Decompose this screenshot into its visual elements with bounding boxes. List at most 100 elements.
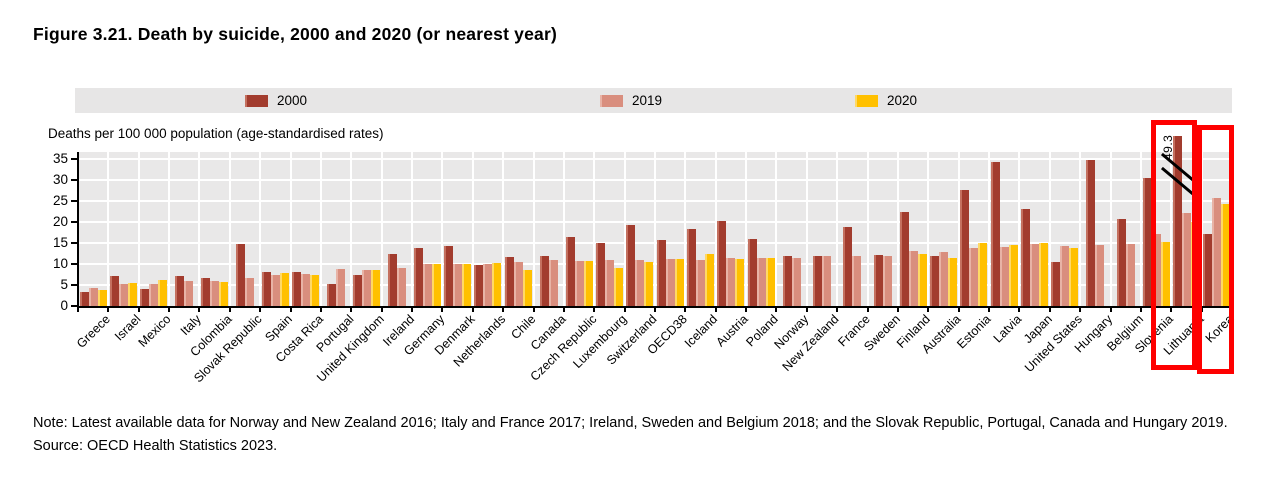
bar-costa-rica-2020 <box>310 275 320 306</box>
bar-austria-2000 <box>717 221 727 306</box>
x-tick-27 <box>896 306 899 312</box>
bar-colombia-2000 <box>201 277 211 306</box>
x-tick-35 <box>1139 306 1142 312</box>
y-tick-label-25: 25 <box>52 193 68 208</box>
bar-slovenia-2019 <box>1151 234 1161 306</box>
bar-ireland-2019 <box>396 267 406 306</box>
highlight-box-korea <box>1197 125 1234 374</box>
bar-portugal-2019 <box>336 269 346 306</box>
note-text: Note: Latest available data for Norway a… <box>33 415 1228 431</box>
x-tick-31 <box>1018 306 1021 312</box>
bar-united-kingdom-2020 <box>371 270 380 306</box>
bar-italy-2000 <box>175 276 185 306</box>
x-tick-12 <box>441 306 444 312</box>
x-tick-4 <box>198 306 201 312</box>
bar-spain-2020 <box>279 273 289 306</box>
bar-switzerland-2019 <box>635 259 645 306</box>
bar-united-kingdom-2000 <box>353 274 362 306</box>
bar-oecd38-2000 <box>656 239 666 306</box>
x-label-austria: Austria <box>713 312 751 350</box>
bar-iceland-2019 <box>696 260 706 306</box>
bar-spain-2000 <box>261 271 271 306</box>
bar-poland-2020 <box>765 258 775 306</box>
gridline-v-1 <box>107 152 110 306</box>
x-label-iceland: Iceland <box>682 312 721 351</box>
gridline-v-23 <box>775 152 778 306</box>
bar-france-2019 <box>852 256 862 306</box>
bar-chile-2020 <box>522 269 532 306</box>
x-tick-17 <box>593 306 596 312</box>
x-tick-30 <box>988 306 991 312</box>
gridline-v-31 <box>1018 152 1021 306</box>
x-tick-5 <box>228 306 231 312</box>
x-label-greece: Greece <box>74 312 114 351</box>
bar-korea-2019 <box>1212 198 1222 306</box>
bar-germany-2000 <box>413 248 423 306</box>
bar-estonia-2020 <box>978 243 988 306</box>
legend-label-2000: 2000 <box>277 93 308 108</box>
gridline-v-29 <box>957 152 960 306</box>
gridline-v-32 <box>1048 152 1051 306</box>
gridline-v-30 <box>988 152 991 306</box>
bar-latvia-2020 <box>1008 244 1018 306</box>
bar-denmark-2019 <box>453 263 463 306</box>
bar-germany-2020 <box>431 263 441 306</box>
legend-item-2019: 2019 <box>600 88 662 113</box>
x-label-mexico: Mexico <box>135 312 174 350</box>
legend-swatch-2020 <box>855 94 878 107</box>
gridline-v-8 <box>319 152 322 306</box>
highlight-box-lithuania <box>1151 120 1197 370</box>
bar-luxembourg-2000 <box>595 243 605 306</box>
bar-united-states-2020 <box>1069 248 1079 306</box>
bar-norway-2000 <box>782 255 792 306</box>
gridline-v-3 <box>168 152 171 306</box>
bar-chile-2019 <box>513 261 523 306</box>
bar-italy-2019 <box>184 281 194 306</box>
bar-luxembourg-2019 <box>604 260 614 306</box>
x-tick-8 <box>319 306 322 312</box>
y-tick-25 <box>71 200 77 202</box>
bar-ireland-2000 <box>387 253 397 306</box>
bar-colombia-2020 <box>219 282 229 306</box>
bar-austria-2020 <box>735 258 745 306</box>
x-tick-3 <box>168 306 171 312</box>
x-tick-14 <box>502 306 505 312</box>
gridline-v-33 <box>1079 152 1082 306</box>
y-tick-label-5: 5 <box>60 277 68 292</box>
bar-austria-2019 <box>726 258 736 306</box>
x-tick-21 <box>714 306 717 312</box>
gridline-v-10 <box>380 152 383 306</box>
gridline-v-14 <box>502 152 505 306</box>
gridline-v-26 <box>866 152 869 306</box>
bar-israel-2020 <box>128 282 138 306</box>
bar-hungary-2019 <box>1095 245 1105 306</box>
bar-oecd38-2020 <box>674 259 684 306</box>
x-tick-29 <box>957 306 960 312</box>
y-tick-5 <box>71 284 77 286</box>
bar-denmark-2000 <box>444 245 454 306</box>
x-tick-23 <box>775 306 778 312</box>
x-label-italy: Italy <box>178 312 205 339</box>
bar-israel-2019 <box>119 284 129 306</box>
x-tick-10 <box>380 306 383 312</box>
bar-canada-2019 <box>548 259 558 306</box>
gridline-v-19 <box>654 152 656 306</box>
x-tick-19 <box>654 306 656 312</box>
bar-japan-2020 <box>1039 243 1049 306</box>
gridline-v-12 <box>441 152 444 306</box>
legend-swatch-2000 <box>245 94 268 107</box>
x-tick-15 <box>532 306 535 312</box>
bar-slovak-republic-2000 <box>236 244 246 306</box>
x-tick-2 <box>137 306 140 312</box>
bar-costa-rica-2000 <box>292 272 302 306</box>
legend-swatch-2019 <box>600 94 623 107</box>
x-tick-26 <box>866 306 869 312</box>
bar-czech-republic-2000 <box>565 236 575 306</box>
bar-united-kingdom-2019 <box>362 269 371 306</box>
note-block: Note: Latest available data for Norway a… <box>33 412 1251 458</box>
bar-luxembourg-2020 <box>613 268 623 306</box>
x-tick-9 <box>350 306 353 312</box>
bar-netherlands-2020 <box>492 262 502 306</box>
gridline-v-28 <box>927 152 930 306</box>
x-tick-32 <box>1048 306 1051 312</box>
